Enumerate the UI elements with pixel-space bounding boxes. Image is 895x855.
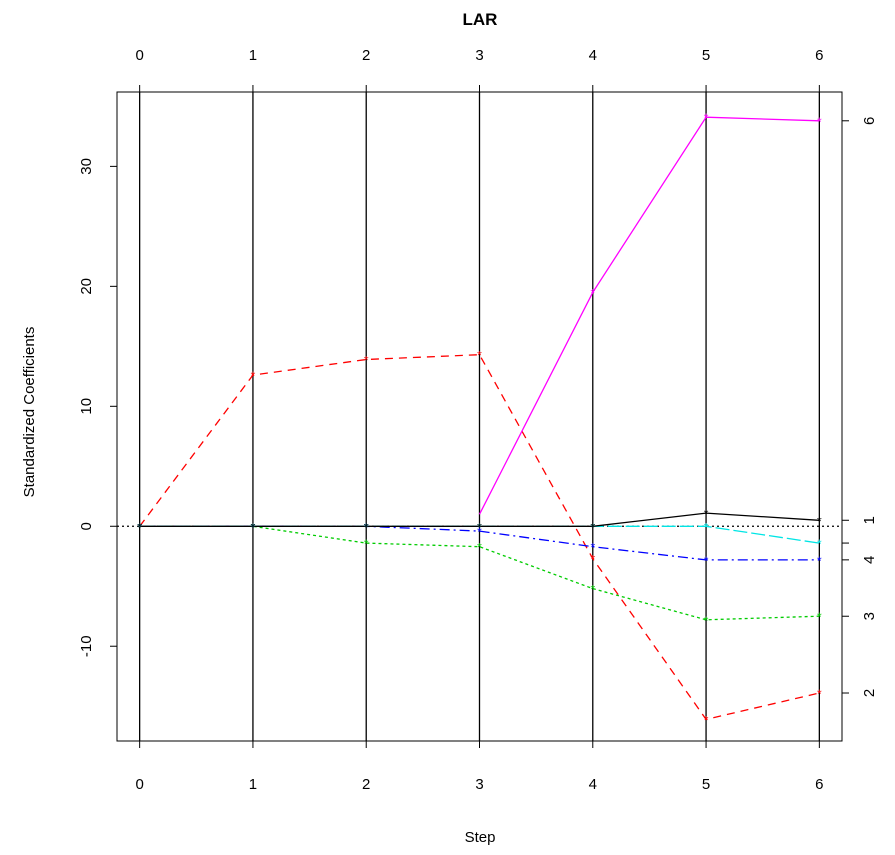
step-marker: * [251, 520, 256, 534]
x-top-tick-label: 2 [362, 47, 370, 64]
right-tick-label: 2 [861, 689, 878, 697]
x-axis-top: 0 1 2 3 4 5 6 [135, 47, 824, 92]
right-tick-label: 6 [861, 117, 878, 125]
step-markers: *** ***** ** *** ** * * *** ** * * * * *** * * * ***** * [137, 111, 822, 727]
x-tick-label: 4 [589, 776, 597, 793]
y-axis-left: -10 0 10 20 30 [78, 158, 117, 657]
step-marker: * [704, 111, 709, 125]
step-marker: * [364, 520, 369, 534]
x-tick-label: 6 [815, 776, 823, 793]
step-marker: * [817, 687, 822, 701]
coefficient-path-6 [478, 116, 820, 515]
step-marker: * [364, 520, 369, 534]
x-top-tick-label: 3 [475, 47, 483, 64]
step-marker: * [817, 514, 822, 528]
step-lines [139, 92, 820, 741]
coefficient-paths [139, 116, 820, 721]
step-marker: * [590, 520, 595, 534]
step-marker: * [137, 520, 142, 534]
x-tick-label: 5 [702, 776, 710, 793]
step-marker: * [704, 554, 709, 568]
x-tick-label: 1 [249, 776, 257, 793]
x-tick-label: 3 [475, 776, 483, 793]
step-marker: * [251, 369, 256, 383]
step-marker: * [477, 520, 482, 534]
step-marker: * [477, 349, 482, 363]
x-top-tick-label: 5 [702, 47, 710, 64]
step-marker: * [590, 541, 595, 555]
y-tick-label: 0 [78, 522, 95, 530]
step-marker: * [137, 520, 142, 534]
y-tick-label: 30 [78, 158, 95, 175]
x-top-tick-label: 1 [249, 47, 257, 64]
step-marker: * [590, 553, 595, 567]
step-marker: * [704, 713, 709, 727]
step-marker: * [137, 520, 142, 534]
step-marker: * [364, 537, 369, 551]
step-marker: * [817, 610, 822, 624]
y-tick-label: 20 [78, 278, 95, 295]
step-marker: * [364, 354, 369, 368]
step-marker: * [704, 507, 709, 521]
x-tick-label: 2 [362, 776, 370, 793]
step-marker: * [251, 520, 256, 534]
step-marker: * [251, 520, 256, 534]
step-marker: * [590, 520, 595, 534]
coefficient-path-3 [139, 525, 820, 561]
coefficient-path-1 [139, 354, 820, 721]
x-tick-label: 0 [135, 776, 143, 793]
step-marker: * [704, 614, 709, 628]
right-tick-label: 4 [861, 556, 878, 564]
x-top-tick-label: 6 [815, 47, 823, 64]
step-marker: * [137, 520, 142, 534]
step-marker: * [251, 520, 256, 534]
step-marker: * [704, 520, 709, 534]
y-tick-label: -10 [78, 635, 95, 657]
chart-title: LAR [463, 10, 498, 29]
y-axis-right: 6 1 4 3 2 [842, 117, 878, 697]
step-marker: * [817, 537, 822, 551]
step-marker: * [817, 554, 822, 568]
x-top-tick-label: 4 [589, 47, 597, 64]
x-top-tick-label: 0 [135, 47, 143, 64]
step-marker: * [590, 286, 595, 300]
y-tick-label: 10 [78, 398, 95, 415]
step-marker: * [477, 520, 482, 534]
step-marker: * [477, 541, 482, 555]
right-tick-label: 3 [861, 612, 878, 620]
x-axis-title: Step [465, 829, 496, 846]
step-marker: * [477, 525, 482, 539]
step-marker: * [817, 115, 822, 129]
right-tick-label: 1 [861, 516, 878, 524]
step-marker: * [590, 583, 595, 597]
coefficient-path-5 [139, 512, 820, 527]
step-marker: * [364, 520, 369, 534]
x-axis-bottom: 0 1 2 3 4 5 6 [135, 741, 824, 793]
step-marker: * [137, 520, 142, 534]
y-axis-title: Standardized Coefficients [21, 327, 38, 498]
